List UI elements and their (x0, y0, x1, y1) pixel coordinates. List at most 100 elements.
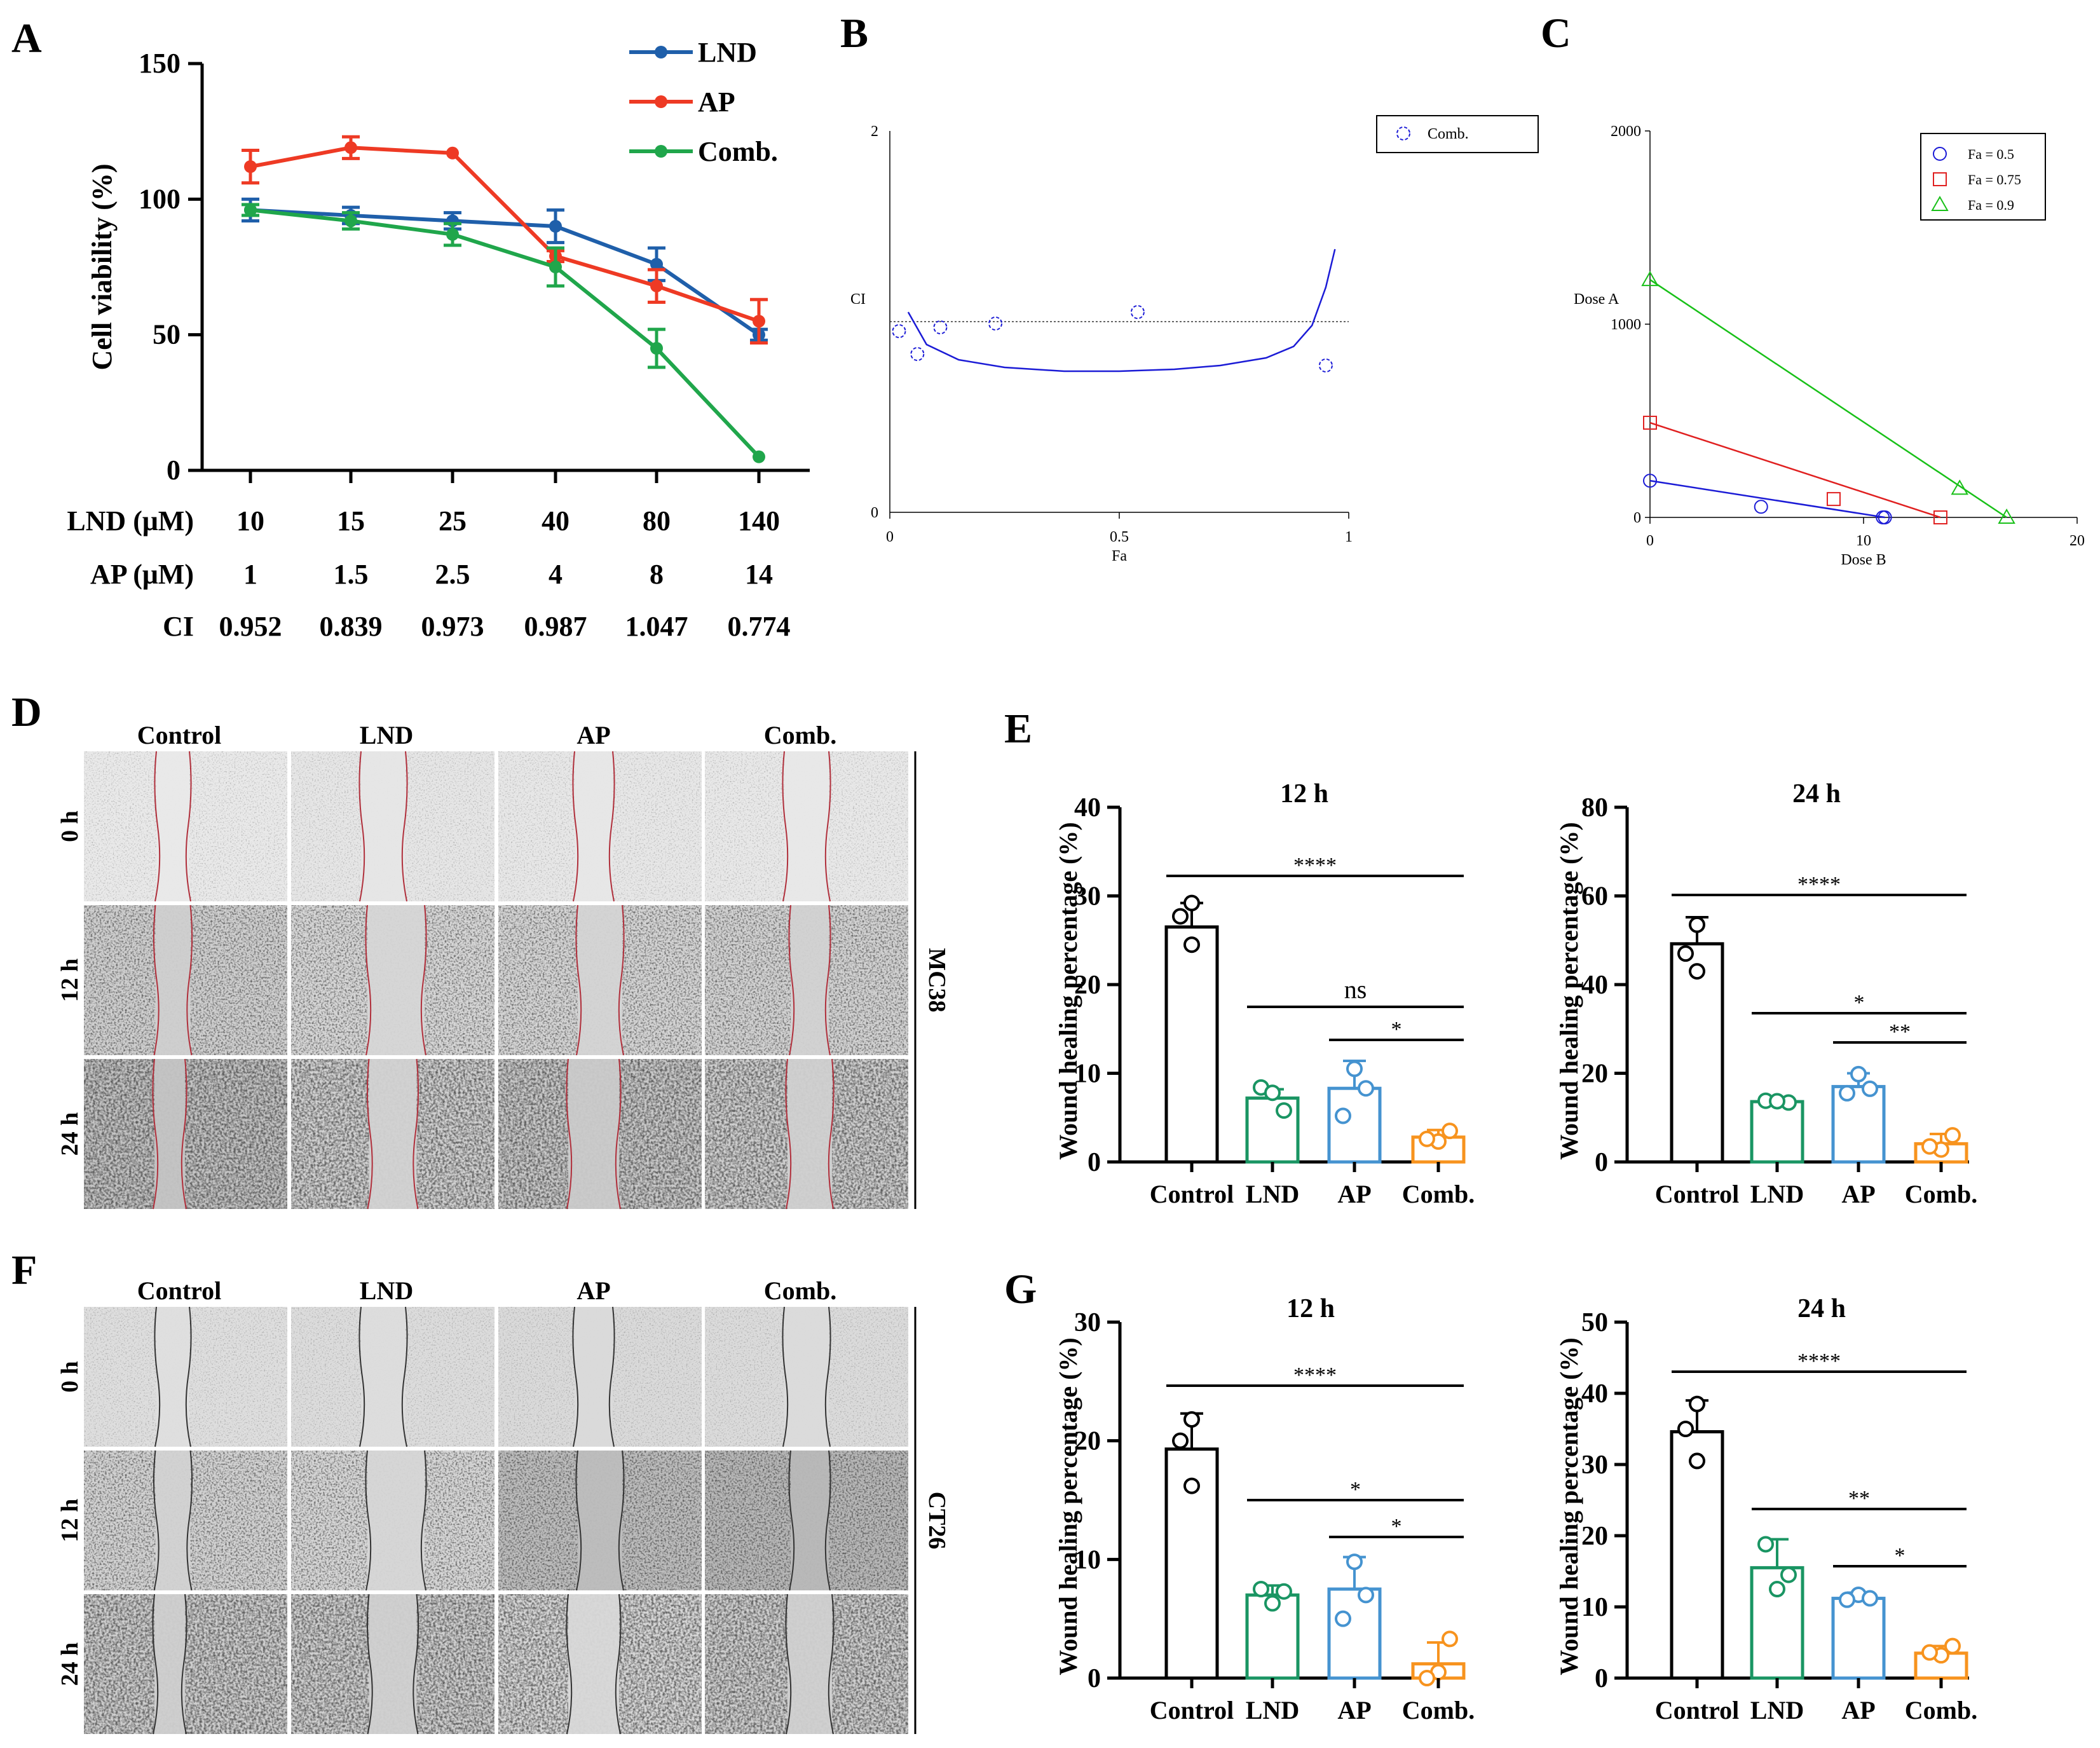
panel-b-ci-plot: 0 0.5 1 0 2 CI Fa Comb. (850, 115, 1539, 564)
wound-edge-left (152, 1058, 159, 1210)
wound-edge-left (566, 1058, 573, 1210)
y-tick-label: 20 (1074, 1427, 1101, 1456)
significance-label: **** (1293, 1363, 1337, 1387)
wound-edge-left (153, 905, 160, 1056)
table-row-label: AP (μM) (90, 559, 194, 590)
legend-marker (1933, 147, 1947, 161)
replicate-point (1780, 1566, 1797, 1583)
x-tick-label: LND (1246, 1696, 1299, 1724)
y-tick-label: 20 (1581, 1522, 1608, 1551)
y-tick-label: 10 (1581, 1593, 1608, 1622)
legend-label: Fa = 0.5 (1968, 146, 2014, 162)
y-tick-label: 50 (153, 319, 181, 350)
replicate-point (1944, 1637, 1961, 1655)
data-point (1318, 358, 1333, 372)
x-tick-label: 0 (1646, 533, 1654, 549)
significance-label: **** (1797, 1349, 1841, 1373)
wound-gap (155, 905, 191, 1055)
wound-edge-left (575, 1450, 582, 1591)
replicate-point (1689, 1395, 1705, 1412)
panel-letter-F: F (11, 1247, 37, 1294)
replicate-point (1769, 1093, 1785, 1110)
significance-label: ** (1889, 1020, 1911, 1044)
significance-label: ns (1344, 975, 1367, 1004)
wound-edge-left (566, 1594, 573, 1735)
replicate-point (1276, 1102, 1292, 1119)
combination-point (1754, 500, 1768, 514)
wound-edge-left (785, 1058, 792, 1210)
wound-gap (361, 1307, 406, 1447)
x-tick-label: AP (1337, 1696, 1371, 1724)
y-tick-label: 20 (1581, 1060, 1608, 1089)
significance-label: **** (1797, 873, 1841, 896)
x-tick-label: Control (1150, 1696, 1234, 1724)
wound-edge-left (153, 1450, 160, 1591)
legend-label: LND (698, 37, 757, 68)
wound-gap (791, 905, 829, 1055)
column-label: AP (576, 721, 610, 749)
replicate-point (1839, 1084, 1855, 1102)
bar-control (1164, 925, 1219, 1164)
wound-gap (575, 751, 613, 901)
y-tick-label: 40 (1581, 971, 1608, 1000)
y-tick-label: 2 (871, 123, 878, 140)
legend-label: Comb. (1428, 126, 1469, 142)
y-axis-label: Dose A (1574, 291, 1619, 308)
replicate-point (1172, 908, 1189, 925)
y-tick-label: 80 (1581, 793, 1608, 823)
wound-gap (361, 751, 406, 901)
significance-label: ** (1848, 1487, 1870, 1510)
x-tick-label: 1 (1345, 529, 1353, 545)
micrograph-cells (84, 1059, 287, 1209)
wound-gap (367, 905, 425, 1055)
x-axis-label: Dose B (1841, 552, 1886, 568)
panel-a-viability-chart: 0 50 100 150 Cell viability (%) LND AP Comb. LND… (67, 37, 810, 642)
table-cell: 0.952 (219, 611, 282, 642)
table-cell: 1.5 (334, 559, 369, 590)
bar-ap (1327, 1587, 1382, 1680)
x-tick-label: 10 (1856, 533, 1871, 549)
legend-marker (655, 95, 667, 108)
replicate-point (1419, 1130, 1435, 1147)
wound-edge-left (366, 1058, 373, 1210)
y-tick-label: 20 (1074, 971, 1101, 1000)
wound-edge-left (154, 751, 161, 902)
replicate-point (1689, 1452, 1705, 1470)
replicate-point (1183, 894, 1200, 912)
data-point (650, 279, 663, 292)
replicate-point (1346, 1060, 1363, 1077)
wound-gap (155, 1451, 191, 1590)
wound-edge-right (608, 1306, 615, 1447)
replicate-point (1183, 1411, 1200, 1428)
replicate-point (1183, 1477, 1200, 1494)
replicate-point (1264, 1595, 1281, 1612)
wound-edge-left (782, 1306, 789, 1447)
x-tick-label: AP (1841, 1180, 1875, 1208)
wound-edge-right (181, 1058, 188, 1210)
wound-edge-right (401, 1306, 408, 1447)
table-cell: 0.774 (728, 611, 791, 642)
y-tick-label: 10 (1074, 1545, 1101, 1574)
panel-letters: A B C D E F G (11, 10, 1571, 1313)
replicate-point (1276, 1583, 1292, 1600)
wound-gap (154, 1594, 185, 1734)
bar-ap (1327, 1086, 1382, 1164)
data-point (344, 214, 357, 228)
panel-c-isobologram: 0 10 20 0 1000 2000 Dose A Dose B Fa = 0.5 Fa = 0… (1574, 123, 2085, 568)
data-point (244, 203, 257, 217)
y-tick-label: 0 (1088, 1148, 1101, 1177)
x-tick-label: LND (1750, 1696, 1804, 1724)
x-tick-label: AP (1841, 1696, 1875, 1724)
x-axis-label: Fa (1112, 548, 1127, 564)
wound-edge-left (152, 1594, 159, 1735)
data-point (446, 228, 459, 241)
legend-label: Fa = 0.75 (1968, 172, 2021, 188)
y-tick-label: 30 (1581, 1451, 1608, 1480)
data-point (549, 220, 562, 233)
wound-gap (791, 1451, 829, 1590)
replicate-point (1769, 1581, 1785, 1597)
x-tick-label: LND (1750, 1180, 1804, 1208)
wound-gap (788, 1059, 832, 1209)
replicate-point (1335, 1107, 1351, 1124)
wound-edge-right (401, 751, 408, 902)
